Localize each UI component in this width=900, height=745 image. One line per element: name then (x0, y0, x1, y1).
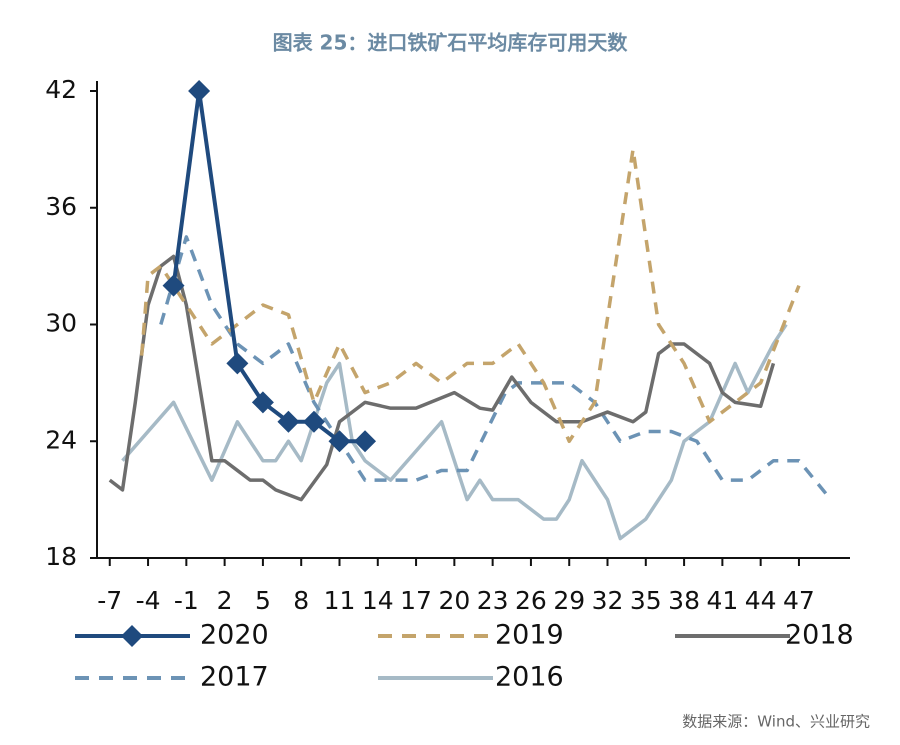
legend-item: 2020 (75, 620, 269, 651)
point-marker (188, 80, 211, 102)
y-tick-label: 42 (45, 75, 77, 104)
x-tick-label: -7 (97, 586, 122, 615)
x-tick-label: 29 (553, 586, 585, 615)
y-tick-label: 24 (45, 425, 77, 454)
x-tick-label: 17 (400, 586, 432, 615)
y-tick-label: 36 (45, 192, 77, 221)
legend-marker (121, 625, 143, 647)
legend-label: 2017 (200, 662, 269, 693)
source-note: 数据来源：Wind、兴业研究 (682, 713, 870, 731)
x-tick-label: 35 (630, 586, 662, 615)
x-tick-label: 47 (783, 586, 815, 615)
legend-item: 2017 (75, 662, 269, 693)
x-tick-label: 2 (217, 586, 233, 615)
y-tick-label: 30 (45, 309, 77, 338)
series-line (159, 235, 833, 501)
x-tick-label: -1 (174, 586, 199, 615)
x-tick-label: 38 (668, 586, 700, 615)
x-tick-label: 23 (477, 586, 509, 615)
series-line (121, 323, 788, 541)
legend-label: 2019 (495, 620, 564, 651)
legend-item: 2019 (378, 620, 564, 651)
x-tick-label: 44 (745, 586, 777, 615)
legend-label: 2016 (495, 662, 564, 693)
point-marker (226, 352, 249, 375)
x-tick-label: -4 (136, 586, 161, 615)
point-marker (354, 430, 377, 453)
legend-label: 2018 (785, 620, 854, 651)
legend-label: 2020 (200, 620, 269, 651)
x-tick-label: 26 (515, 586, 547, 615)
x-tick-label: 11 (324, 586, 356, 615)
legend-item: 2016 (378, 662, 564, 693)
point-marker (277, 410, 300, 433)
x-tick-label: 14 (362, 586, 394, 615)
point-marker (302, 410, 325, 433)
series-line (139, 147, 801, 443)
x-tick-label: 41 (706, 586, 738, 615)
legend-item: 2018 (675, 620, 854, 651)
series-line (171, 89, 366, 444)
chart-title: 图表 25：进口铁矿石平均库存可用天数 (273, 31, 629, 55)
series-line (108, 254, 776, 502)
point-marker (162, 274, 185, 297)
point-marker (328, 430, 351, 453)
point-marker (251, 391, 274, 414)
x-tick-label: 5 (255, 586, 271, 615)
x-tick-label: 20 (438, 586, 470, 615)
x-tick-label: 8 (293, 586, 309, 615)
x-tick-label: 32 (592, 586, 624, 615)
y-tick-label: 18 (45, 542, 77, 571)
